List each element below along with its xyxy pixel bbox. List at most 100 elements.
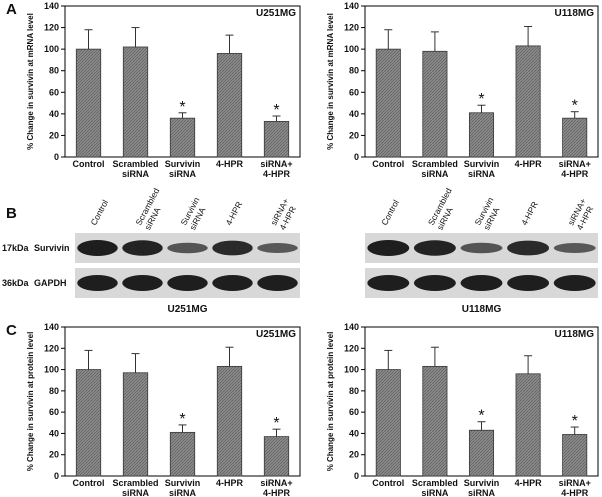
blot-band — [413, 275, 456, 291]
chart-title: U251MG — [256, 329, 296, 340]
y-tick-label: 40 — [49, 109, 59, 119]
y-tick-label: 20 — [49, 130, 59, 140]
cell-line-label: U118MG — [462, 304, 502, 315]
x-tick-label: Scrambled siRNA — [412, 159, 458, 179]
blot-band — [257, 243, 298, 253]
x-tick-label: Control — [372, 159, 404, 169]
blot-band — [122, 275, 163, 291]
y-tick-label: 120 — [344, 23, 359, 33]
y-tick-label: 100 — [344, 365, 359, 375]
blot-band — [212, 240, 253, 256]
band-size: 36kDa — [2, 278, 30, 288]
blot-band — [167, 275, 208, 291]
blot-band — [507, 275, 550, 291]
bar-hatch — [562, 118, 587, 157]
x-tick-label: siRNA+ 4-HPR — [260, 159, 292, 179]
significance: * — [478, 408, 484, 425]
significance: * — [273, 102, 279, 119]
bar-hatch — [469, 430, 494, 476]
blot-band — [77, 240, 118, 256]
blot-band — [460, 275, 503, 291]
blot-band — [167, 242, 208, 254]
lane-label: ScrambledsiRNA — [426, 186, 463, 232]
cell-line-label: U251MG — [167, 304, 207, 315]
y-tick-label: 100 — [44, 44, 59, 54]
lane-label: 4-HPR — [223, 200, 244, 227]
blot-band — [413, 240, 456, 256]
y-tick-label: 0 — [354, 471, 359, 481]
y-tick-label: 0 — [54, 152, 59, 162]
y-tick-label: 120 — [44, 343, 59, 353]
bar-hatch — [217, 366, 242, 476]
blot-band — [77, 275, 118, 291]
x-tick-label: 4-HPR — [515, 159, 543, 169]
blot-band — [367, 240, 410, 256]
y-axis-label: % Change in survivin at mRNA level — [326, 13, 335, 150]
blot-band — [122, 240, 163, 256]
bar-hatch — [217, 53, 242, 158]
y-tick-label: 0 — [354, 152, 359, 162]
lane-label: SurvivinsiRNA — [472, 195, 504, 231]
chart-title: U251MG — [256, 8, 296, 19]
x-tick-label: Survivin siRNA — [464, 478, 500, 497]
y-tick-label: 20 — [49, 450, 59, 460]
x-tick-label: Control — [372, 478, 404, 488]
bar-hatch — [515, 373, 541, 476]
x-tick-label: 4-HPR — [216, 478, 244, 488]
significance: * — [179, 99, 185, 116]
significance: * — [572, 98, 578, 115]
y-tick-label: 80 — [349, 66, 359, 76]
band-protein: GAPDH — [34, 278, 67, 288]
blot-band — [212, 275, 253, 291]
lane-label: SurvivinsiRNA — [178, 195, 210, 231]
blot-band — [367, 275, 410, 291]
y-tick-label: 100 — [344, 44, 359, 54]
y-tick-label: 20 — [349, 450, 359, 460]
y-tick-label: 60 — [49, 407, 59, 417]
bar-hatch — [264, 121, 289, 157]
bar-hatch — [469, 112, 494, 157]
blot-band — [553, 243, 596, 253]
chart-title: U118MG — [555, 329, 595, 340]
y-tick-label: 40 — [49, 428, 59, 438]
bar-hatch — [515, 45, 541, 157]
x-tick-label: Survivin siRNA — [165, 159, 201, 179]
lane-label: ScrambledsiRNA — [133, 186, 170, 232]
x-tick-label: 4-HPR — [515, 478, 543, 488]
panel-label: A — [6, 1, 17, 18]
x-tick-label: siRNA+ 4-HPR — [260, 478, 292, 497]
significance: * — [273, 415, 279, 432]
x-tick-label: siRNA+ 4-HPR — [559, 159, 591, 179]
bar-hatch — [562, 434, 587, 476]
x-tick-label: 4-HPR — [216, 159, 244, 169]
x-tick-label: Scrambled siRNA — [112, 478, 158, 497]
x-tick-label: Survivin siRNA — [464, 159, 500, 179]
blot-band — [553, 275, 596, 291]
lane-label: siRNA+4-HPR — [268, 197, 299, 232]
y-tick-label: 120 — [44, 23, 59, 33]
x-tick-label: Scrambled siRNA — [112, 159, 158, 179]
significance: * — [572, 413, 578, 430]
y-tick-label: 0 — [54, 471, 59, 481]
bar-hatch — [376, 49, 401, 158]
y-tick-label: 40 — [349, 109, 359, 119]
bar-hatch — [123, 46, 148, 157]
bar-hatch — [170, 432, 195, 476]
blot-band — [257, 275, 298, 291]
y-tick-label: 140 — [44, 322, 59, 332]
lane-label: 4-HPR — [519, 200, 540, 227]
significance: * — [179, 411, 185, 428]
blot-band — [460, 242, 503, 254]
band-protein: Survivin — [34, 243, 70, 253]
blot-band — [507, 240, 550, 256]
bar-hatch — [264, 436, 289, 476]
bar-hatch — [422, 51, 448, 157]
bar-hatch — [76, 49, 101, 158]
panel-label: B — [6, 205, 17, 222]
band-size: 17kDa — [2, 243, 30, 253]
bar-hatch — [123, 372, 148, 476]
x-tick-label: Control — [73, 478, 105, 488]
significance: * — [478, 91, 484, 108]
x-tick-label: siRNA+ 4-HPR — [559, 478, 591, 497]
